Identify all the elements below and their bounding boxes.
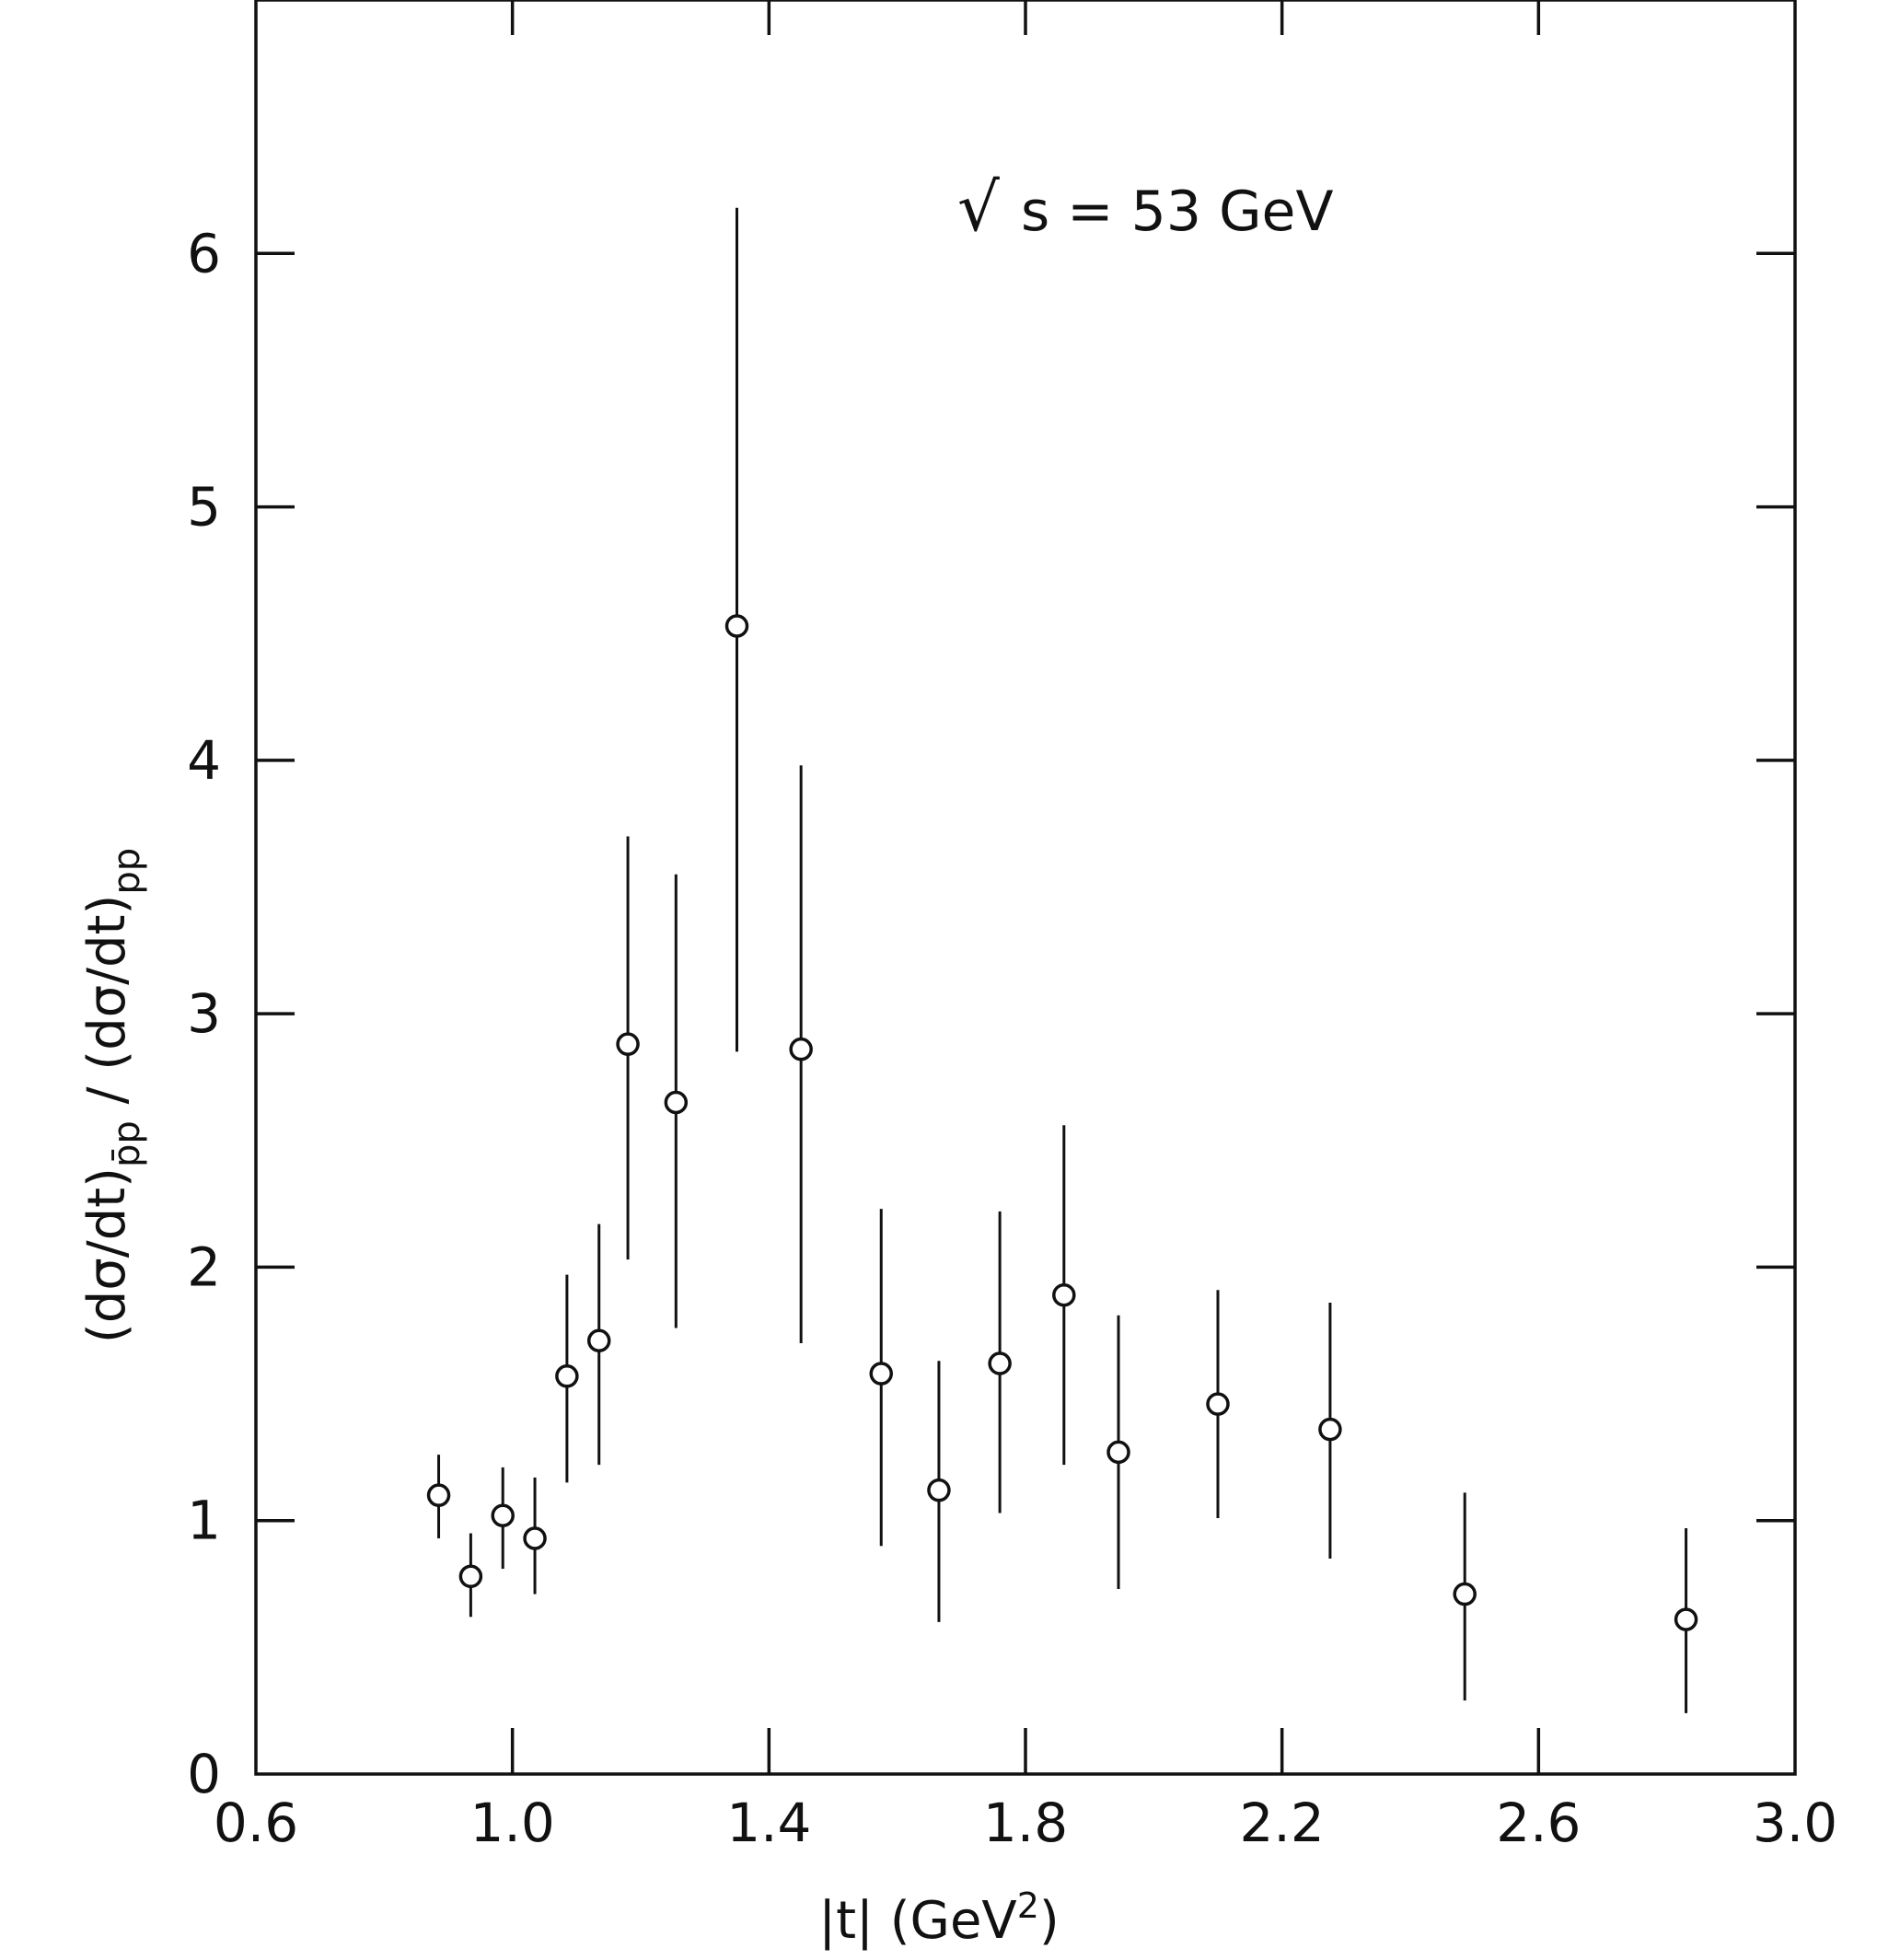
data-point (616, 1032, 640, 1056)
data-point (586, 1328, 611, 1353)
y-axis-label-sub1: p̄p (106, 1120, 148, 1167)
y-axis-label: (dσ/dt)p̄p / (dσ/dt)pp (77, 848, 148, 1343)
data-point (988, 1351, 1012, 1375)
y-axis-label-sep: / (77, 1071, 137, 1120)
x-tick-label: 1.0 (470, 1792, 555, 1854)
data-point (426, 1483, 451, 1507)
data-points (426, 207, 1698, 1713)
energy-annotation: √ s = 53 GeV (957, 168, 1334, 246)
chart-frame (254, 0, 1797, 1776)
y-axis-label-part1: (dσ/dt) (77, 1167, 137, 1343)
y-tick-label: 5 (187, 476, 221, 539)
data-point (1052, 1282, 1076, 1307)
x-tick-label: 2.6 (1496, 1792, 1581, 1854)
y-tick-label: 3 (187, 982, 221, 1045)
data-point (1674, 1607, 1698, 1631)
x-axis-label-close: ) (1039, 1891, 1060, 1951)
data-point (555, 1364, 579, 1388)
energy-annotation-text: s = 53 GeV (1021, 180, 1334, 244)
x-axis-label: |t| (GeV2) (818, 1885, 1060, 1951)
data-point (1453, 1582, 1477, 1606)
y-tick-label: 1 (187, 1490, 221, 1552)
data-point (789, 1037, 813, 1061)
x-tick-label: 1.8 (983, 1792, 1068, 1854)
x-tick-label: 1.4 (726, 1792, 811, 1854)
x-ticks: 0.6 1.0 1.4 1.8 2.2 2.6 3.0 (214, 0, 1837, 1854)
data-point (523, 1526, 547, 1550)
data-point (1206, 1392, 1230, 1416)
x-tick-label: 3.0 (1753, 1792, 1837, 1854)
x-axis-label-sup: 2 (1017, 1885, 1039, 1926)
data-point (664, 1090, 689, 1115)
data-point (1106, 1440, 1130, 1465)
y-axis-label-part2: (dσ/dt) (77, 895, 137, 1071)
y-tick-label: 2 (187, 1235, 221, 1298)
x-tick-label: 2.2 (1240, 1792, 1325, 1854)
y-tick-label: 0 (187, 1743, 221, 1805)
data-point (491, 1503, 515, 1527)
x-axis-label-main: |t| (GeV (818, 1891, 1017, 1951)
data-point (724, 614, 749, 638)
y-tick-label: 4 (187, 729, 221, 792)
data-point (458, 1564, 483, 1589)
data-point (927, 1478, 951, 1502)
sqrt-symbol: √ (957, 168, 1000, 246)
data-point (1318, 1417, 1342, 1442)
x-tick-label: 0.6 (214, 1792, 298, 1854)
data-point (869, 1362, 893, 1386)
y-axis-label-sub2: pp (106, 848, 148, 895)
y-ticks: 0 1 2 3 4 5 6 (187, 222, 1795, 1805)
y-tick-label: 6 (187, 222, 221, 284)
